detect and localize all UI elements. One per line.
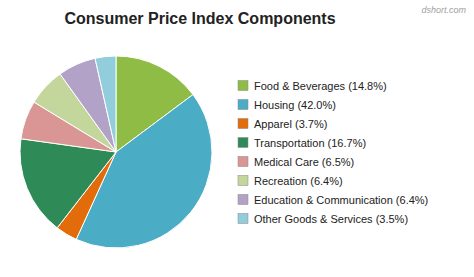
legend-swatch	[238, 100, 248, 110]
legend-swatch	[238, 138, 248, 148]
legend-label: Recreation (6.4%)	[254, 175, 343, 187]
pie-slice	[20, 139, 116, 228]
legend-swatch	[238, 157, 248, 167]
legend-swatch	[238, 195, 248, 205]
legend-label: Other Goods & Services (3.5%)	[254, 213, 408, 225]
legend-label: Apparel (3.7%)	[254, 118, 327, 130]
chart: Consumer Price Index Components dshort.co…	[0, 0, 474, 277]
legend-label: Transportation (16.7%)	[254, 137, 366, 149]
legend-label: Education & Communication (6.4%)	[254, 194, 428, 206]
title: Consumer Price Index Components	[64, 10, 335, 27]
pie-slice	[95, 56, 116, 152]
legend-label: Housing (42.0%)	[254, 99, 336, 111]
legend-label: Food & Beverages (14.8%)	[254, 80, 387, 92]
watermark: dshort.com	[421, 5, 466, 15]
legend-swatch	[238, 176, 248, 186]
chart-container: Consumer Price Index Components dshort.co…	[0, 0, 474, 277]
legend-swatch	[238, 214, 248, 224]
legend-swatch	[238, 81, 248, 91]
pie	[20, 56, 212, 248]
legend-label: Medical Care (6.5%)	[254, 156, 354, 168]
legend: Food & Beverages (14.8%) Housing (42.0%) A…	[238, 80, 428, 225]
legend-swatch	[238, 119, 248, 129]
